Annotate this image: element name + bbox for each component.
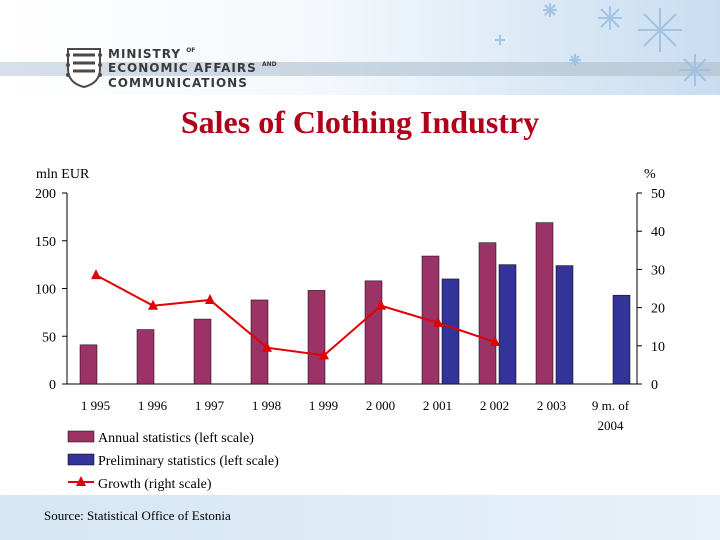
bar-preliminary — [612, 294, 631, 385]
bar-preliminary — [555, 265, 574, 385]
right-tick-label: 30 — [651, 263, 665, 278]
ministry-name-line3: COMMUNICATIONS — [108, 76, 248, 90]
growth-point-marker — [205, 293, 215, 304]
chart-title: Sales of Clothing Industry — [180, 104, 540, 140]
bar-annual — [307, 290, 326, 385]
left-axis-title: mln EUR — [36, 167, 90, 182]
x-tick-label: 1 999 — [309, 398, 338, 413]
bar-annual — [364, 280, 383, 385]
left-tick-label: 100 — [35, 283, 56, 298]
bar-annual — [79, 344, 98, 385]
bar-preliminary — [498, 264, 517, 385]
bar-annual — [136, 329, 155, 385]
header-background — [0, 0, 720, 95]
x-tick-label: 1 996 — [138, 398, 168, 413]
left-tick-label: 0 — [49, 378, 56, 393]
right-tick-label: 10 — [651, 340, 665, 355]
growth-point-marker — [433, 316, 443, 327]
x-tick-label: 1 998 — [252, 398, 281, 413]
right-tick-label: 20 — [651, 302, 665, 317]
ministry-name-line2: ECONOMIC AFFAIRS AND — [108, 61, 277, 75]
left-tick-label: 50 — [42, 330, 56, 345]
x-tick-label: 2 003 — [537, 398, 566, 413]
x-tick-label: 2 001 — [423, 398, 452, 413]
growth-point-marker — [91, 269, 101, 280]
growth-point-marker — [148, 299, 158, 310]
legend-label-growth: Growth (right scale) — [98, 477, 212, 492]
left-tick-label: 200 — [35, 187, 56, 202]
growth-point-marker — [319, 349, 329, 360]
x-tick-label: 1 995 — [81, 398, 110, 413]
legend-label-annual: Annual statistics (left scale) — [98, 431, 254, 446]
source-note: Source: Statistical Office of Estonia — [44, 508, 231, 523]
growth-point-marker — [262, 341, 272, 352]
legend-swatch-annual — [67, 430, 95, 443]
x-tick-label-line2: 2004 — [598, 418, 625, 433]
x-tick-label: 1 997 — [195, 398, 225, 413]
ministry-seal-icon — [66, 48, 102, 89]
left-tick-label: 150 — [35, 235, 56, 250]
ministry-name-line1: MINISTRY OF — [108, 47, 196, 61]
right-axis-title: % — [644, 167, 656, 182]
bar-annual — [535, 222, 554, 385]
growth-point-marker — [490, 335, 500, 346]
growth-point-marker — [376, 299, 386, 310]
bar-annual — [478, 242, 497, 385]
header-band — [0, 62, 720, 76]
bar-preliminary — [441, 278, 460, 385]
x-tick-label: 9 m. of — [592, 398, 630, 413]
snowflake-decoration-icon — [495, 3, 711, 86]
right-tick-label: 50 — [651, 187, 665, 202]
right-tick-label: 40 — [651, 225, 665, 240]
x-tick-label: 2 002 — [480, 398, 509, 413]
x-tick-label: 2 000 — [366, 398, 395, 413]
legend-swatch-preliminary — [67, 453, 95, 466]
legend-swatch-growth-marker — [76, 476, 86, 486]
right-tick-label: 0 — [651, 378, 658, 393]
bar-annual — [193, 318, 212, 385]
legend-label-preliminary: Preliminary statistics (left scale) — [98, 454, 279, 469]
footer-background — [0, 495, 720, 540]
growth-line — [95, 274, 496, 357]
